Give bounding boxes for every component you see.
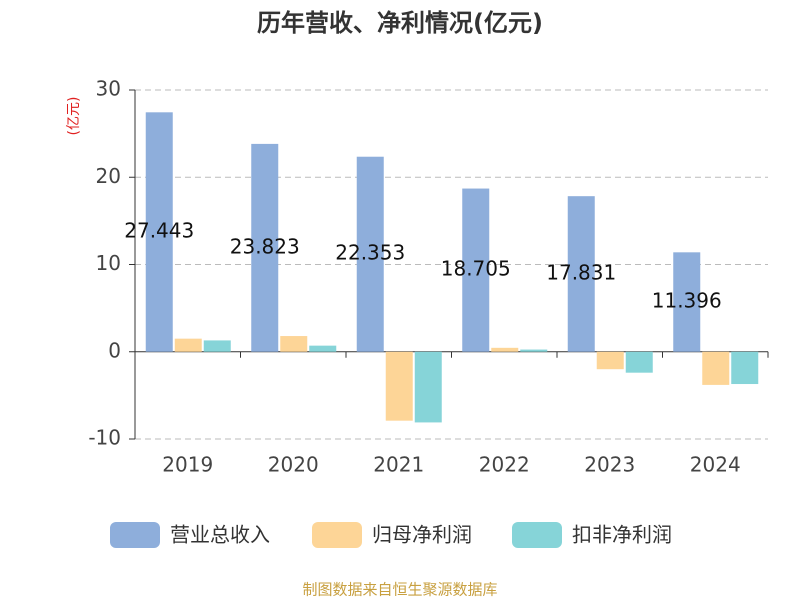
data-label: 22.353 <box>335 241 405 265</box>
bar <box>385 351 413 421</box>
x-tick-label: 2024 <box>690 453 741 477</box>
legend-label: 扣非净利润 <box>572 523 672 547</box>
bar <box>462 188 490 352</box>
data-label: 23.823 <box>230 234 300 258</box>
y-tick-label: 10 <box>96 251 121 275</box>
y-tick-label: -10 <box>88 426 121 450</box>
legend-label: 营业总收入 <box>170 523 270 547</box>
bar <box>145 112 173 352</box>
x-tick-label: 2019 <box>162 453 213 477</box>
bar <box>251 143 279 352</box>
bar <box>203 340 231 352</box>
x-tick-label: 2023 <box>584 453 635 477</box>
data-label: 27.443 <box>124 219 194 243</box>
legend-swatch <box>110 522 160 548</box>
bar <box>174 338 202 352</box>
x-tick-label: 2022 <box>479 453 530 477</box>
bar <box>414 351 442 423</box>
bar <box>567 196 595 352</box>
x-tick-label: 2021 <box>373 453 424 477</box>
data-label: 18.705 <box>441 257 511 281</box>
legend-swatch <box>312 522 362 548</box>
y-tick-label: 20 <box>96 164 121 188</box>
bar <box>520 349 548 352</box>
bar <box>596 351 624 370</box>
y-axis-label: (亿元) <box>66 97 82 136</box>
bar <box>280 336 308 352</box>
bar <box>673 252 701 352</box>
bar <box>625 351 653 373</box>
y-tick-label: 0 <box>108 338 121 362</box>
bar <box>702 351 730 385</box>
data-label: 17.831 <box>546 260 616 284</box>
bar <box>356 156 384 352</box>
chart-title: 历年营收、净利情况(亿元) <box>257 9 543 37</box>
x-tick-label: 2020 <box>268 453 319 477</box>
legend-label: 归母净利润 <box>372 523 472 547</box>
data-label: 11.396 <box>652 289 722 313</box>
bar <box>491 347 519 352</box>
bar <box>309 345 337 352</box>
bar <box>731 351 759 385</box>
legend-swatch <box>512 522 562 548</box>
y-tick-label: 30 <box>96 77 121 101</box>
source-note: 制图数据来自恒生聚源数据库 <box>302 581 497 599</box>
